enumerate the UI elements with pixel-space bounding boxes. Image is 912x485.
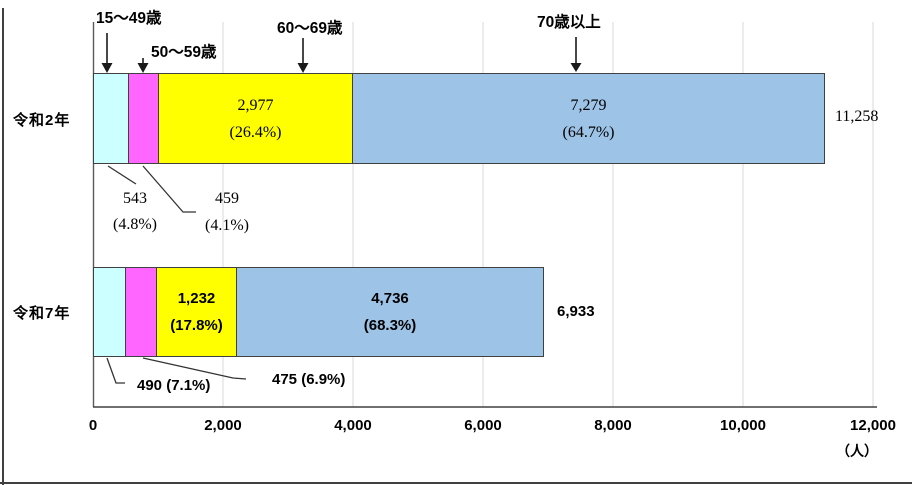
bar-reiwa7-seg-50-59 bbox=[125, 267, 157, 357]
bar-reiwa2-60-69-value: 2,977 bbox=[237, 96, 274, 114]
arrow-head-70-plus-icon bbox=[570, 63, 582, 72]
bar-reiwa7-total: 6,933 bbox=[557, 303, 595, 320]
xtick-0: 0 bbox=[88, 417, 98, 434]
arrow-head-50-59-icon bbox=[137, 63, 149, 73]
row-label-reiwa7: 令和7年 bbox=[13, 305, 71, 322]
bar-reiwa7-seg-70-plus: 4,736 (68.3%) bbox=[236, 267, 544, 357]
age-label-15-49: 15～49歳 bbox=[96, 10, 162, 27]
callout-reiwa2-50-59-percent: (4.1%) bbox=[205, 217, 249, 234]
leader-reiwa2-15-49 bbox=[107, 165, 137, 185]
page-border-bottom bbox=[0, 482, 912, 484]
bar-reiwa2-seg-60-69: 2,977 (26.4%) bbox=[158, 73, 353, 164]
leader-reiwa7-50-59 bbox=[142, 357, 247, 380]
bar-reiwa7-60-69-percent: (17.8%) bbox=[170, 317, 223, 334]
xtick-4000: 4,000 bbox=[334, 417, 372, 434]
xtick-10000: 10,000 bbox=[720, 417, 766, 434]
callout-reiwa2-15-49-value: 543 bbox=[123, 190, 147, 207]
xtick-2000: 2,000 bbox=[204, 417, 242, 434]
age-label-60-69: 60～69歳 bbox=[277, 20, 343, 37]
bar-reiwa2-seg-70-plus: 7,279 (64.7%) bbox=[352, 73, 825, 164]
page-border-left bbox=[2, 8, 4, 485]
bar-reiwa7-seg-60-69: 1,232 (17.8%) bbox=[156, 267, 237, 357]
bar-reiwa7-seg-15-49 bbox=[93, 267, 126, 357]
bar-reiwa2-70-plus-percent: (64.7%) bbox=[562, 123, 615, 141]
callout-reiwa2-50-59-value: 459 bbox=[215, 190, 239, 207]
arrow-head-60-69-icon bbox=[297, 63, 309, 73]
leader-reiwa2-50-59 bbox=[142, 165, 196, 213]
row-label-reiwa2: 令和2年 bbox=[13, 112, 71, 129]
age-label-50-59: 50～59歳 bbox=[151, 44, 217, 61]
callout-reiwa7-15-49: 490 (7.1%) bbox=[137, 377, 211, 394]
leader-reiwa7-15-49 bbox=[106, 357, 125, 384]
bar-reiwa2-seg-15-49 bbox=[93, 73, 129, 164]
arrow-head-15-49-icon bbox=[101, 63, 113, 73]
callout-reiwa7-50-59: 475 (6.9%) bbox=[272, 371, 346, 388]
bar-reiwa2-60-69-percent: (26.4%) bbox=[229, 123, 282, 141]
bar-reiwa7-60-69-value: 1,232 bbox=[177, 290, 216, 307]
xtick-6000: 6,000 bbox=[464, 417, 502, 434]
xtick-12000: 12,000 bbox=[850, 417, 896, 434]
bar-reiwa2-total: 11,258 bbox=[835, 108, 879, 125]
axis-unit-label: （人） bbox=[836, 443, 878, 459]
bar-reiwa2-70-plus-value: 7,279 bbox=[570, 96, 607, 114]
bar-reiwa7-70-plus-value: 4,736 bbox=[371, 290, 409, 307]
bar-reiwa7-70-plus-percent: (68.3%) bbox=[363, 317, 417, 334]
xtick-8000: 8,000 bbox=[594, 417, 632, 434]
callout-reiwa2-15-49-percent: (4.8%) bbox=[113, 216, 157, 233]
age-label-70-plus: 70歳以上 bbox=[537, 14, 601, 31]
